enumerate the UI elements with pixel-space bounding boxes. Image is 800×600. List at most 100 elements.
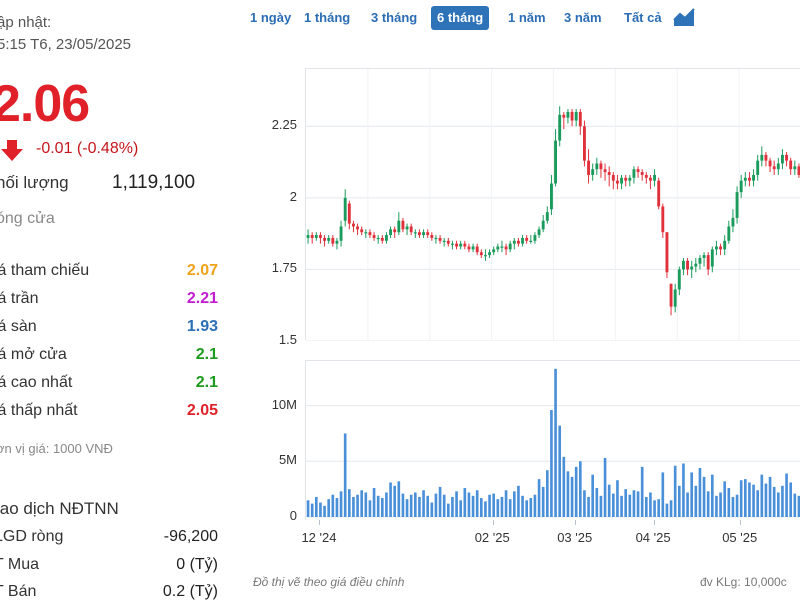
tab-6-months[interactable]: 6 tháng [431,6,490,30]
foreign-label: LGD ròng [0,528,64,545]
current-price: 2.06 [0,75,90,133]
candle [409,223,413,236]
candle [615,174,619,190]
date-tick-label: 12 '24 [301,530,337,545]
candle [743,172,747,187]
volume-tick-label: 5M [278,452,297,468]
volume-bar [347,489,351,517]
candle [459,240,463,250]
candle [335,237,339,250]
volume-bar [479,498,483,517]
volume-bar [525,500,529,517]
candle [648,174,652,190]
volume-bar [686,492,689,517]
volume-bar [644,496,648,517]
stat-label: iá trần [0,290,39,307]
volume-bar [500,496,504,517]
price-tick-label: 1.5 [278,332,297,347]
volume-bar [603,457,607,517]
candle [632,166,636,184]
area-chart-icon[interactable] [673,7,695,27]
price-unit-note: ơn vị giá: 1000 VNĐ [0,441,113,456]
volume-bar [488,494,491,517]
volume-bar [620,495,623,517]
candle [681,257,685,276]
volume-bar [496,499,500,517]
volume-bar [611,493,615,517]
candle [467,243,471,253]
volume-bar [492,493,496,517]
candle [739,174,743,198]
volume-bar [422,490,425,517]
down-arrow-icon [1,140,23,161]
tab-all[interactable]: Tất cả [624,10,662,25]
volume-bar [752,484,755,517]
candle [405,223,409,236]
candle [529,235,533,244]
volume-bar [339,491,343,517]
candle [356,223,360,236]
volume-bar [393,485,397,517]
candle [570,109,574,127]
candle [364,229,368,238]
tab-1-month[interactable]: 1 tháng [304,10,351,25]
volume-bar [314,496,318,517]
volume-bar [583,490,586,517]
date-tick-mark [492,520,494,525]
candle [393,226,397,238]
tab-1-day[interactable]: 1 ngày [250,10,292,25]
candle [611,172,615,190]
volume-bar [376,495,380,517]
volume-bar [463,488,467,517]
candle [710,246,714,273]
stat-value: 2.07 [186,262,218,279]
candle [768,157,772,173]
candle [727,220,731,244]
stat-floor-price: iá sàn 1.93 [0,318,218,338]
volume-value: 1,119,100 [112,172,196,193]
tab-3-years[interactable]: 3 năm [564,10,602,25]
candle [426,229,430,238]
candle [566,109,570,124]
candle [735,186,739,224]
volume-bar [368,500,372,517]
candle [525,235,529,244]
volume-bar [323,505,326,517]
candle [702,252,706,267]
candle [413,229,417,238]
volume-bar [533,494,537,517]
volume-bar [587,496,590,517]
volume-bar [385,492,388,517]
date-tick-mark [575,520,577,525]
candle [657,177,661,210]
candle [558,106,562,147]
candle [549,174,553,216]
candle [578,109,582,135]
volume-bar [401,493,405,517]
volume-bar [599,495,603,517]
volume-bar [764,483,768,517]
candle [417,229,421,238]
candle [430,232,434,241]
volume-bar [694,485,698,517]
volume-bar [397,481,401,517]
candle [644,172,648,184]
update-label: ập nhật: [0,14,52,31]
volume-bar [723,481,727,517]
volume-bar [566,471,570,517]
candle [347,200,351,230]
candle [471,243,475,253]
candle [752,169,756,187]
candle [521,235,525,247]
date-tick-mark [653,520,655,525]
candle [760,146,764,167]
candle [512,237,516,250]
date-tick-label: 03 '25 [557,530,593,545]
candle [389,226,393,238]
tab-3-months[interactable]: 3 tháng [371,10,418,25]
candle [665,232,669,279]
volume-bar [797,495,800,517]
candle [545,206,549,224]
tab-1-year[interactable]: 1 năm [508,10,546,25]
candle [706,252,710,276]
